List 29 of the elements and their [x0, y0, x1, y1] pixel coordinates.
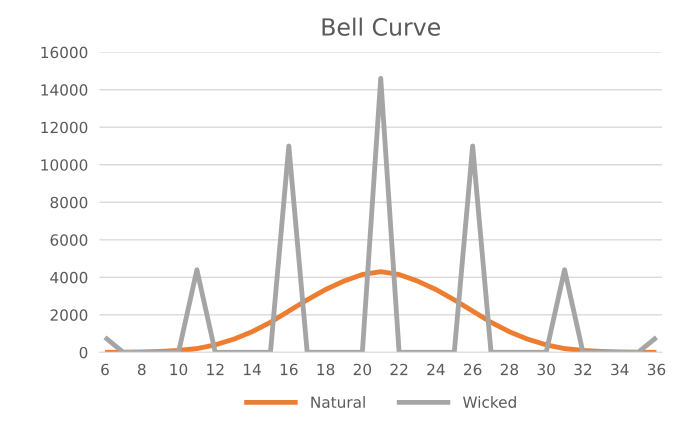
x-tick-label: 26: [464, 364, 482, 376]
y-tick-label: 10000: [41, 159, 88, 171]
y-tick-label: 8000: [50, 196, 88, 208]
y-tick-label: 2000: [50, 309, 88, 321]
x-tick-label: 34: [611, 364, 629, 376]
legend-label: Natural: [311, 396, 365, 408]
x-tick-label: 18: [318, 364, 334, 376]
x-tick-label: 8: [138, 364, 146, 376]
x-tick-label: 30: [538, 364, 555, 376]
y-tick-label: 0: [80, 346, 88, 358]
x-tick-label: 16: [280, 364, 298, 376]
y-tick-label: 4000: [50, 272, 88, 284]
x-tick-label: 36: [648, 364, 666, 376]
x-tick-label: 32: [574, 364, 592, 376]
line-series: [102, 76, 659, 352]
y-tick-label: 6000: [50, 234, 88, 246]
x-tick-label: 6: [101, 364, 109, 376]
y-tick-label: 16000: [41, 46, 88, 58]
y-tick-label: 14000: [41, 84, 88, 96]
y-tick-label: 12000: [41, 122, 88, 134]
x-tick-label: 24: [427, 364, 445, 376]
x-tick-label: 28: [500, 364, 518, 376]
chart-title: Bell Curve: [322, 18, 440, 36]
x-tick-label: 14: [244, 364, 261, 376]
x-tick-label: 12: [207, 364, 224, 376]
x-tick-label: 22: [390, 364, 408, 376]
x-tick-label: 20: [354, 364, 372, 376]
x-tick-label: 10: [170, 364, 188, 376]
legend-label: Wicked: [462, 396, 516, 408]
